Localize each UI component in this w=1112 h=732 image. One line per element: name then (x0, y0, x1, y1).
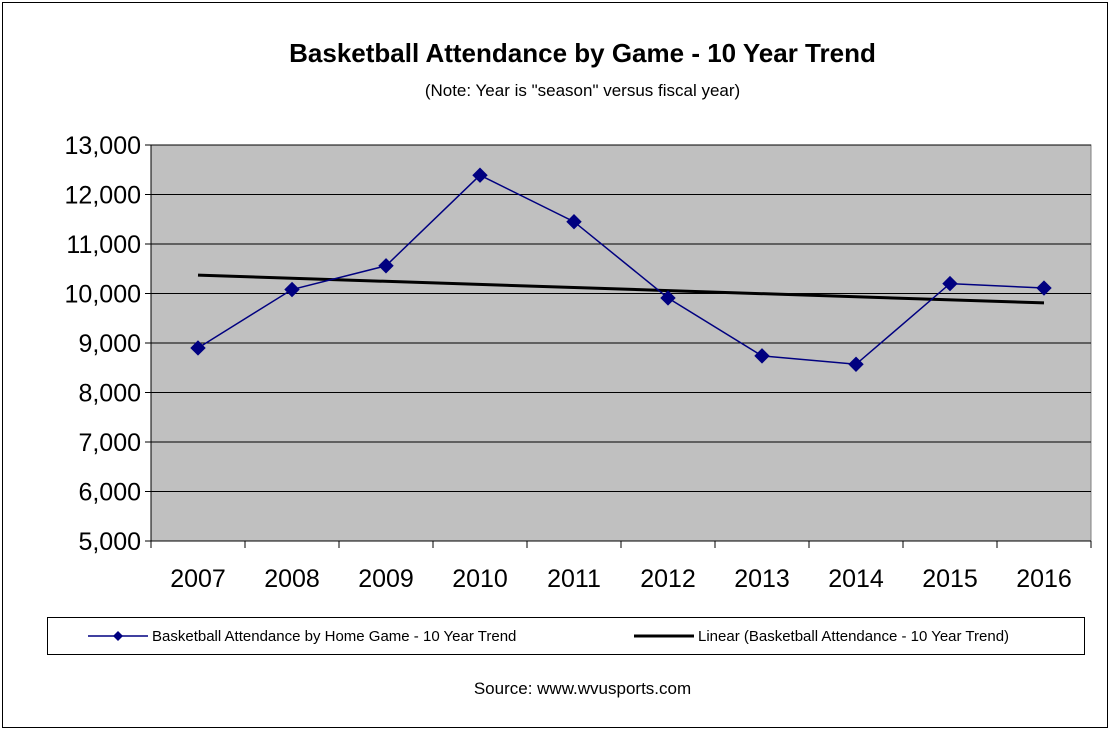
trendline (197, 273, 1045, 305)
data-point-marker (1036, 280, 1052, 296)
y-tick-label: 10,000 (65, 281, 141, 309)
data-point-marker (848, 356, 864, 372)
legend-item-linear-trend: Linear (Basketball Attendance - 10 Year … (634, 618, 1009, 654)
x-tick-labels: 2007 2008 2009 2010 2011 2012 2013 2014 2015 2016 (170, 565, 1072, 593)
series-layer (190, 167, 1052, 372)
data-point-marker (190, 340, 206, 356)
legend-swatch-trendline-icon (634, 634, 694, 638)
legend: Basketball Attendance by Home Game - 10 … (47, 617, 1085, 655)
x-tick-label: 2008 (264, 565, 320, 593)
source-note: Source: www.wvusports.com (473, 679, 692, 698)
y-tick-label: 8,000 (78, 380, 141, 408)
data-point-marker (660, 290, 676, 306)
data-point-marker (472, 167, 488, 183)
data-point-marker (284, 281, 300, 298)
x-tick-label: 2015 (922, 565, 978, 593)
data-point-marker (942, 275, 958, 292)
y-tick-labels: 5,000 6,000 7,000 8,000 9,000 10,000 11,000 12,… (65, 132, 141, 556)
series-line (197, 174, 1045, 366)
gridlines (151, 144, 1091, 492)
x-tick-label: 2014 (828, 565, 884, 593)
legend-label-linear-trend: Linear (Basketball Attendance - 10 Year … (698, 627, 1010, 645)
x-tick-label: 2010 (452, 565, 508, 593)
x-tick-label: 2012 (640, 565, 696, 593)
legend-item-attendance: Basketball Attendance by Home Game - 10 … (88, 618, 516, 654)
y-tick-label: 12,000 (65, 182, 141, 210)
y-tick-label: 9,000 (78, 330, 141, 358)
data-point-marker (566, 214, 582, 230)
chart-subtitle: (Note: Year is "season" versus fiscal ye… (424, 81, 741, 100)
axes (145, 144, 1092, 548)
y-tick-label: 11,000 (66, 231, 141, 259)
x-tick-label: 2009 (358, 565, 414, 593)
data-point-marker (378, 258, 394, 274)
x-tick-label: 2013 (734, 565, 790, 593)
y-tick-label: 13,000 (65, 132, 141, 160)
chart-title: Basketball Attendance by Game - 10 Year … (289, 38, 876, 68)
legend-swatch-line-diamond-icon (88, 631, 148, 641)
x-tick-label: 2011 (547, 565, 601, 593)
data-point-marker (754, 348, 770, 364)
y-tick-label: 7,000 (78, 429, 141, 457)
trendline-layer (197, 273, 1045, 305)
x-tick-label: 2016 (1016, 565, 1072, 593)
legend-label-attendance: Basketball Attendance by Home Game - 10 … (152, 627, 517, 645)
x-tick-label: 2007 (170, 565, 226, 593)
y-tick-label: 5,000 (78, 528, 141, 556)
y-tick-label: 6,000 (78, 479, 141, 507)
